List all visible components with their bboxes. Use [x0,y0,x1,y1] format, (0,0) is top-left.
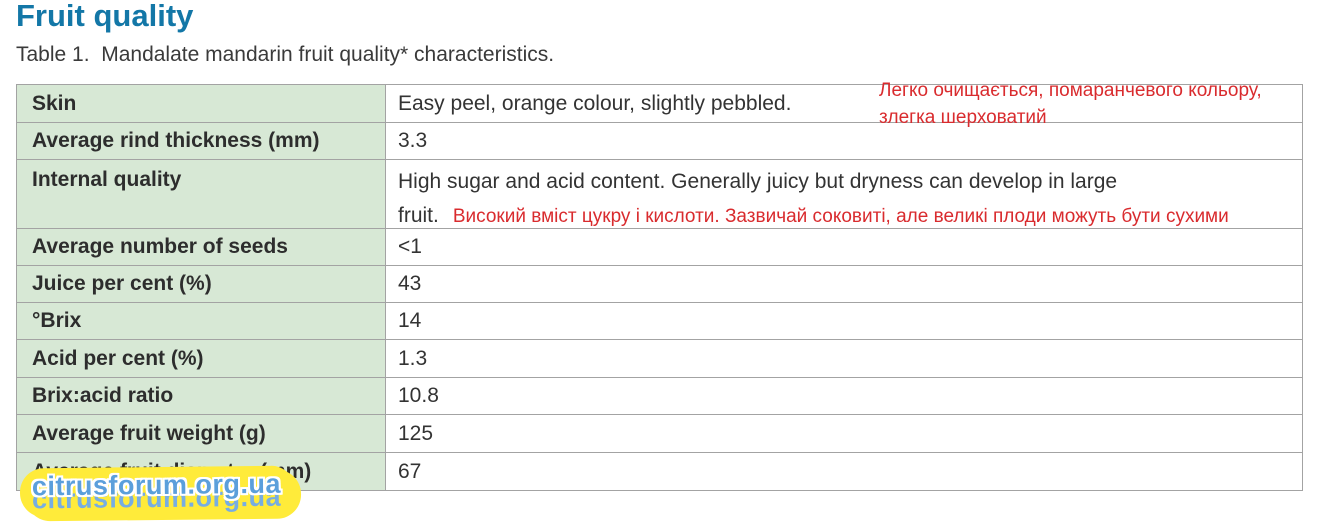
row-label: Internal quality [17,160,386,229]
row-label: Average rind thickness (mm) [17,123,386,160]
row-value: 14 [386,303,1303,340]
row-value: 10.8 [386,378,1303,415]
internal-quality-line2-text: fruit. [398,204,439,227]
row-value: 43 [386,266,1303,303]
row-value-text: 1.3 [398,346,428,370]
row-label: Brix:acid ratio [17,378,386,415]
row-value-text: <1 [398,235,422,258]
row-value: 1.3 [386,340,1303,378]
row-label: Skin [17,85,386,123]
row-label: °Brix [17,303,386,340]
internal-quality-line2: fruit. Високий вміст цукру і кислоти. Заз… [398,199,1302,234]
row-value-text: 43 [398,272,422,295]
row-value-text: 10.8 [398,384,439,407]
table-caption: Table 1. Mandalate mandarin fruit qualit… [16,43,555,66]
row-value-wrap: Easy peel, orange colour, slightly pebbl… [386,80,1303,128]
row-value-text: 14 [398,309,422,332]
table-row-brix-acid-ratio: Brix:acid ratio 10.8 [17,378,1303,415]
watermark-text: citrusforum.org.ua [31,468,282,502]
row-label: Acid per cent (%) [17,340,386,378]
row-value: 125 [386,415,1303,453]
row-label: Juice per cent (%) [17,266,386,303]
table-row-rind-thickness: Average rind thickness (mm) 3.3 [17,123,1303,160]
row-value-text: 125 [398,421,434,445]
row-value-text: 67 [398,459,422,483]
skin-annotation-line1: Легко очищається, помаранчевого кольору, [879,80,1262,101]
watermark: citrusforum.org.ua [19,465,296,518]
table-row-brix: °Brix 14 [17,303,1303,340]
row-value: 67 [386,453,1303,491]
page-title: Fruit quality [16,0,194,33]
row-value: 3.3 [386,123,1303,160]
table-row-seeds: Average number of seeds <1 [17,229,1303,266]
row-value: <1 [386,229,1303,266]
row-value: High sugar and acid content. Generally j… [386,160,1303,229]
skin-annotation-line2: злегка шерховатий [879,107,1047,128]
row-value-text: 3.3 [398,129,428,152]
table-row-fruit-weight: Average fruit weight (g) 125 [17,415,1303,453]
table-row-skin: Skin Easy peel, orange colour, slightly … [17,80,1303,128]
table-row-internal-quality: Internal quality High sugar and acid con… [17,160,1303,229]
table-row-acid: Acid per cent (%) 1.3 [17,340,1303,378]
skin-annotation-red: Легко очищається, помаранчевого кольору,… [879,77,1262,131]
internal-quality-line1: High sugar and acid content. Generally j… [398,170,1118,193]
row-label: Average number of seeds [17,229,386,266]
fruit-quality-table: Skin Easy peel, orange colour, slightly … [16,80,1303,491]
internal-quality-annotation-red: Високий вміст цукру і кислоти. Зазвичай … [452,206,1229,227]
row-label: Average fruit weight (g) [17,415,386,453]
row-value: Easy peel, orange colour, slightly pebbl… [398,91,792,115]
table-row-juice: Juice per cent (%) 43 [17,266,1303,303]
